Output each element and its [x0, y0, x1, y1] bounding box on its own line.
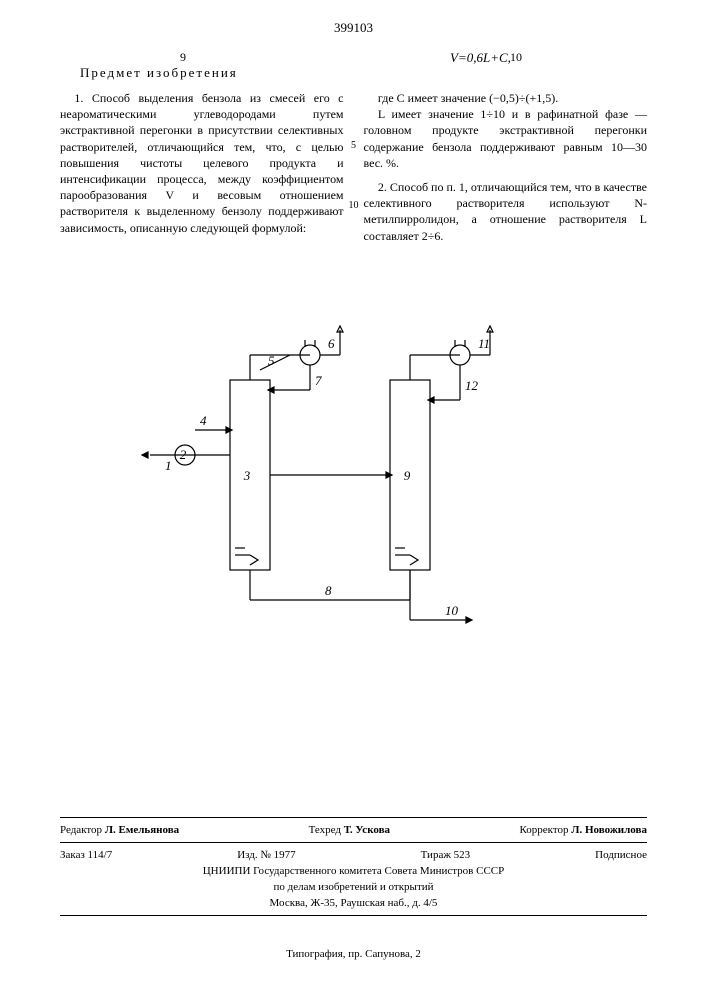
diagram-label-1: 1: [165, 458, 172, 473]
org-line-1: ЦНИИПИ Государственного комитета Совета …: [60, 863, 647, 879]
diagram-label-12: 12: [465, 378, 479, 393]
org-address: Москва, Ж-35, Раушская наб., д. 4/5: [60, 895, 647, 911]
izd-number: Изд. № 1977: [237, 849, 295, 861]
right-col-p3: 2. Способ по п. 1, отличающийся тем, что…: [364, 179, 648, 244]
diagram-label-9: 9: [404, 468, 411, 483]
right-column: где C имеет значение (−0,5)÷(+1,5). L им…: [364, 90, 648, 244]
editor: Редактор Л. Емельянова: [60, 824, 179, 836]
corrector: Корректор Л. Новожилова: [519, 824, 647, 836]
left-column: 1. Способ выделения бензола из смесей ег…: [60, 90, 344, 244]
org-line-2: по делам изобретений и открытий: [60, 879, 647, 895]
diagram-label-10: 10: [445, 603, 459, 618]
left-col-paragraph: 1. Способ выделения бензола из смесей ег…: [60, 90, 344, 236]
order-number: Заказ 114/7: [60, 849, 112, 861]
col-number-right: 10: [510, 50, 522, 65]
process-diagram: 1 2 3 4 5 6 7 8 9 10 11 12: [0, 310, 707, 650]
diagram-label-5: 5: [268, 353, 275, 368]
formula: V=0,6L+C,: [450, 50, 511, 66]
section-heading: Предмет изобретения: [80, 65, 238, 81]
podpisnoe: Подписное: [595, 849, 647, 861]
diagram-label-6: 6: [328, 336, 335, 351]
patent-number: 399103: [334, 20, 373, 36]
diagram-label-3: 3: [243, 468, 251, 483]
footer-order-row: Заказ 114/7 Изд. № 1977 Тираж 523 Подпис…: [60, 847, 647, 863]
diagram-label-7: 7: [315, 373, 322, 388]
diagram-label-4: 4: [200, 413, 207, 428]
diagram-label-11: 11: [478, 336, 490, 351]
techred: Техред Т. Ускова: [309, 824, 391, 836]
diagram-label-2: 2: [180, 447, 187, 462]
right-col-p2: L имеет значение 1÷10 и в рафинатной фаз…: [364, 106, 648, 171]
text-columns: 1. Способ выделения бензола из смесей ег…: [60, 90, 647, 244]
right-col-p1: где C имеет значение (−0,5)÷(+1,5).: [364, 90, 648, 106]
diagram-label-8: 8: [325, 583, 332, 598]
footer-credits-row: Редактор Л. Емельянова Техред Т. Ускова …: [60, 822, 647, 838]
col-number-left: 9: [180, 50, 186, 65]
typography-line: Типография, пр. Сапунова, 2: [0, 948, 707, 960]
tirazh: Тираж 523: [421, 849, 471, 861]
footer-block: Редактор Л. Емельянова Техред Т. Ускова …: [60, 813, 647, 920]
